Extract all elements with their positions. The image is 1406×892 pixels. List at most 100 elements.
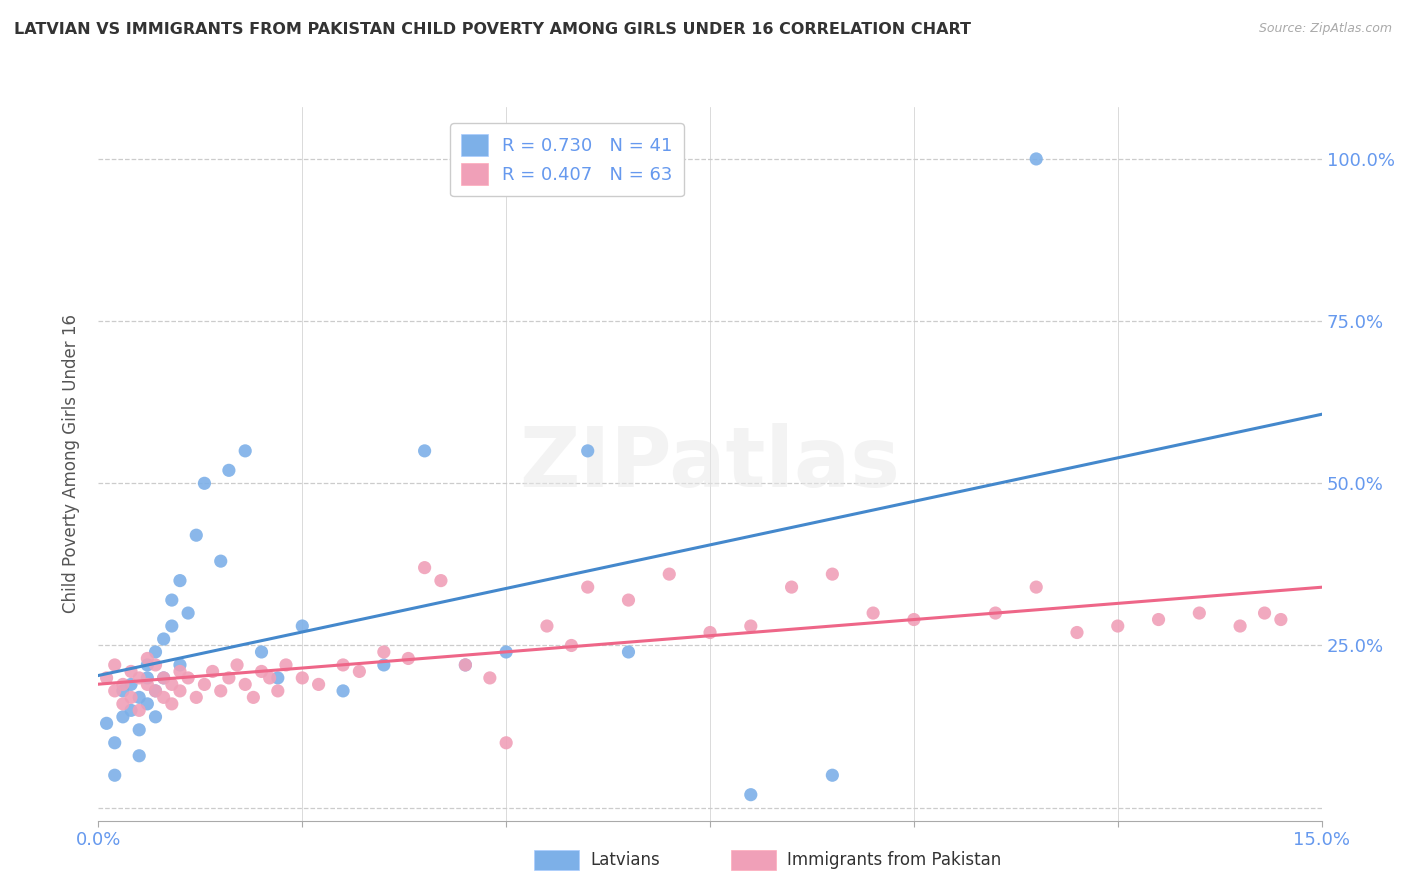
- Point: [201, 665, 224, 679]
- Point: [332, 684, 354, 698]
- Point: [291, 619, 314, 633]
- Text: Latvians: Latvians: [591, 851, 661, 869]
- Point: [96, 671, 118, 685]
- Point: [128, 748, 150, 763]
- Point: [740, 619, 762, 633]
- Point: [454, 657, 477, 672]
- Point: [186, 528, 208, 542]
- Point: [1066, 625, 1088, 640]
- Point: [233, 677, 256, 691]
- Point: [821, 768, 844, 782]
- Point: [658, 567, 681, 582]
- Point: [111, 710, 134, 724]
- Point: [145, 710, 167, 724]
- Point: [177, 671, 200, 685]
- Point: [259, 671, 281, 685]
- Point: [576, 580, 599, 594]
- Point: [120, 677, 142, 691]
- Text: Source: ZipAtlas.com: Source: ZipAtlas.com: [1258, 22, 1392, 36]
- Point: [169, 684, 191, 698]
- Point: [104, 736, 127, 750]
- Point: [1025, 580, 1047, 594]
- Point: [120, 665, 142, 679]
- Point: [413, 443, 436, 458]
- Point: [250, 645, 273, 659]
- Point: [111, 697, 134, 711]
- Point: [267, 671, 290, 685]
- Point: [104, 768, 127, 782]
- Point: [120, 690, 142, 705]
- Point: [152, 671, 174, 685]
- Text: Immigrants from Pakistan: Immigrants from Pakistan: [787, 851, 1001, 869]
- Text: ZIPatlas: ZIPatlas: [520, 424, 900, 504]
- Point: [193, 476, 215, 491]
- Point: [186, 690, 208, 705]
- Point: [136, 677, 159, 691]
- Point: [576, 443, 599, 458]
- Point: [617, 593, 640, 607]
- Point: [136, 671, 159, 685]
- Point: [699, 625, 721, 640]
- Point: [495, 645, 517, 659]
- Point: [1253, 606, 1275, 620]
- Point: [1107, 619, 1129, 633]
- Point: [617, 645, 640, 659]
- Point: [821, 567, 844, 582]
- Point: [242, 690, 264, 705]
- Point: [984, 606, 1007, 620]
- Point: [177, 606, 200, 620]
- Point: [740, 788, 762, 802]
- Point: [128, 723, 150, 737]
- Point: [136, 657, 159, 672]
- Point: [478, 671, 501, 685]
- Point: [373, 657, 395, 672]
- Point: [120, 703, 142, 717]
- Point: [495, 736, 517, 750]
- Point: [152, 632, 174, 646]
- Point: [136, 651, 159, 665]
- Point: [1025, 152, 1047, 166]
- Point: [104, 684, 127, 698]
- Point: [274, 657, 297, 672]
- Point: [1188, 606, 1211, 620]
- Point: [128, 671, 150, 685]
- Point: [160, 619, 183, 633]
- Point: [145, 684, 167, 698]
- Point: [250, 665, 273, 679]
- Point: [169, 574, 191, 588]
- Point: [209, 554, 232, 568]
- Point: [209, 684, 232, 698]
- Point: [193, 677, 215, 691]
- Point: [454, 657, 477, 672]
- Point: [169, 665, 191, 679]
- Point: [145, 645, 167, 659]
- Point: [111, 677, 134, 691]
- Point: [104, 657, 127, 672]
- Point: [128, 703, 150, 717]
- Point: [536, 619, 558, 633]
- Legend: R = 0.730   N = 41, R = 0.407   N = 63: R = 0.730 N = 41, R = 0.407 N = 63: [450, 123, 683, 196]
- Point: [308, 677, 330, 691]
- Point: [160, 697, 183, 711]
- Point: [145, 684, 167, 698]
- Point: [145, 657, 167, 672]
- Point: [218, 671, 240, 685]
- Point: [160, 677, 183, 691]
- Point: [780, 580, 803, 594]
- Point: [218, 463, 240, 477]
- Point: [128, 690, 150, 705]
- Point: [136, 697, 159, 711]
- Point: [160, 593, 183, 607]
- Point: [349, 665, 371, 679]
- Y-axis label: Child Poverty Among Girls Under 16: Child Poverty Among Girls Under 16: [62, 314, 80, 614]
- Point: [291, 671, 314, 685]
- Point: [152, 671, 174, 685]
- Point: [1147, 613, 1170, 627]
- Point: [1270, 613, 1292, 627]
- Point: [1229, 619, 1251, 633]
- Point: [332, 657, 354, 672]
- Point: [96, 716, 118, 731]
- Point: [430, 574, 453, 588]
- Point: [233, 443, 256, 458]
- Point: [111, 684, 134, 698]
